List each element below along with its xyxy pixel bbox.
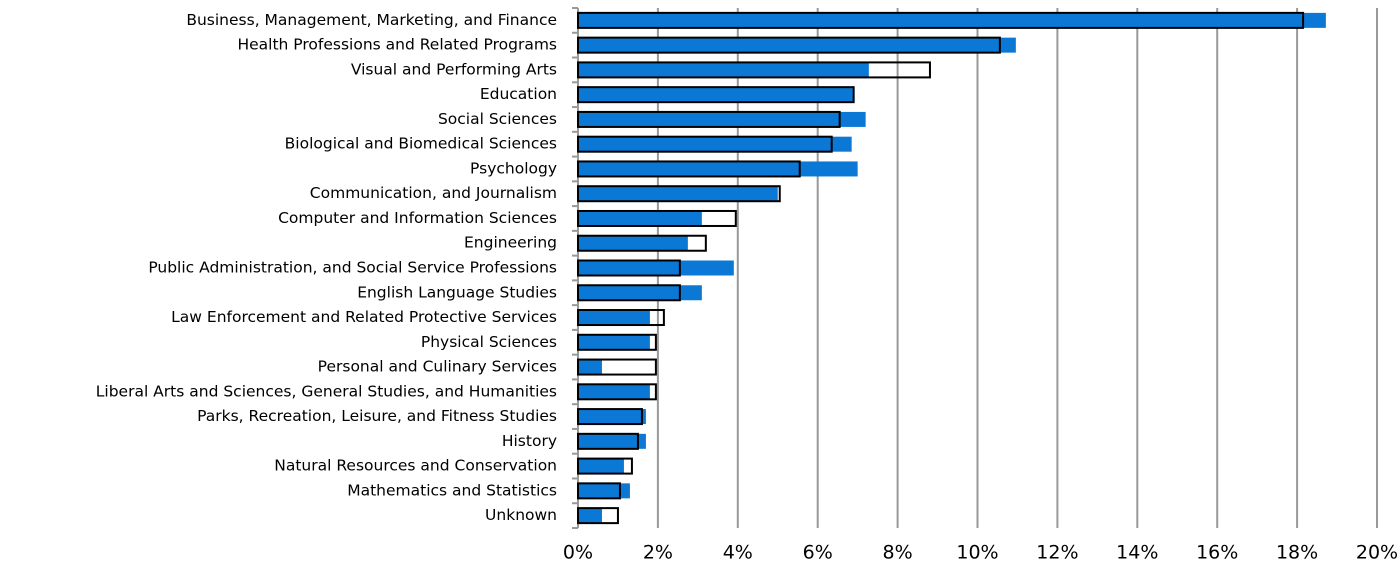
bar bbox=[578, 235, 688, 251]
bar bbox=[577, 259, 681, 277]
bar bbox=[577, 507, 619, 525]
y-tick-label: Health Professions and Related Programs bbox=[237, 36, 557, 54]
bar bbox=[577, 482, 621, 500]
y-tick-label: Physical Sciences bbox=[421, 333, 557, 351]
y-tick-label: Business, Management, Marketing, and Fin… bbox=[186, 11, 557, 29]
bar bbox=[578, 62, 869, 78]
y-tick-label: Education bbox=[480, 85, 557, 103]
y-tick-label: Biological and Biomedical Sciences bbox=[285, 135, 557, 153]
y-tick-label: Personal and Culinary Services bbox=[318, 358, 557, 376]
bar bbox=[577, 284, 681, 302]
bar bbox=[577, 309, 665, 327]
bar bbox=[578, 12, 1326, 28]
bar bbox=[578, 285, 702, 301]
x-tick-label: 6% bbox=[803, 542, 833, 564]
bar bbox=[578, 458, 624, 474]
y-tick-label: Unknown bbox=[485, 506, 557, 524]
bar bbox=[577, 358, 657, 376]
bar bbox=[578, 508, 602, 524]
y-tick-label: Parks, Recreation, Leisure, and Fitness … bbox=[197, 407, 557, 425]
y-tick-label: Public Administration, and Social Servic… bbox=[148, 259, 557, 277]
bar bbox=[577, 383, 657, 401]
bar bbox=[578, 384, 650, 400]
bar bbox=[578, 310, 650, 326]
bar bbox=[578, 334, 650, 350]
y-tick-label: Social Sciences bbox=[438, 110, 557, 128]
bar bbox=[577, 11, 1305, 29]
bar bbox=[577, 432, 639, 450]
y-tick-label: Computer and Information Sciences bbox=[278, 209, 557, 227]
x-tick-label: 12% bbox=[1036, 542, 1078, 564]
bar bbox=[577, 160, 801, 178]
bar bbox=[577, 333, 657, 351]
bar bbox=[578, 136, 852, 152]
bar bbox=[577, 110, 841, 128]
bar bbox=[578, 433, 646, 449]
bar bbox=[578, 111, 866, 127]
x-tick-label: 0% bbox=[563, 542, 593, 564]
bar bbox=[577, 36, 1001, 54]
bar bbox=[578, 260, 734, 276]
bar bbox=[577, 209, 737, 227]
bar bbox=[577, 457, 633, 475]
bar bbox=[577, 135, 833, 153]
x-tick-label: 4% bbox=[723, 542, 753, 564]
y-tick-label: Psychology bbox=[470, 159, 557, 177]
bar bbox=[578, 483, 630, 499]
bar bbox=[578, 409, 646, 425]
y-tick-label: Visual and Performing Arts bbox=[351, 60, 557, 78]
y-tick-label: Mathematics and Statistics bbox=[347, 481, 557, 499]
x-tick-label: 16% bbox=[1196, 542, 1238, 564]
x-tick-label: 14% bbox=[1116, 542, 1158, 564]
bar bbox=[578, 186, 778, 202]
y-tick-label: English Language Studies bbox=[357, 283, 557, 301]
y-tick-label: Natural Resources and Conservation bbox=[274, 457, 557, 475]
y-tick-label: History bbox=[502, 432, 557, 450]
bar bbox=[577, 234, 707, 252]
bar bbox=[578, 37, 1016, 53]
bar bbox=[578, 87, 854, 103]
bar bbox=[577, 185, 781, 203]
bar bbox=[578, 161, 858, 177]
x-tick-label: 2% bbox=[643, 542, 673, 564]
bar bbox=[577, 86, 855, 104]
y-tick-label: Liberal Arts and Sciences, General Studi… bbox=[96, 382, 557, 400]
y-tick-label: Law Enforcement and Related Protective S… bbox=[171, 308, 557, 326]
bar bbox=[578, 210, 702, 226]
x-tick-label: 8% bbox=[883, 542, 913, 564]
x-tick-label: 18% bbox=[1276, 542, 1318, 564]
bar bbox=[577, 61, 931, 79]
x-tick-label: 20% bbox=[1356, 542, 1398, 564]
y-tick-label: Engineering bbox=[464, 234, 557, 252]
x-tick-label: 10% bbox=[956, 542, 998, 564]
bar bbox=[578, 359, 602, 375]
bar bbox=[577, 408, 643, 426]
y-tick-label: Communication, and Journalism bbox=[310, 184, 557, 202]
